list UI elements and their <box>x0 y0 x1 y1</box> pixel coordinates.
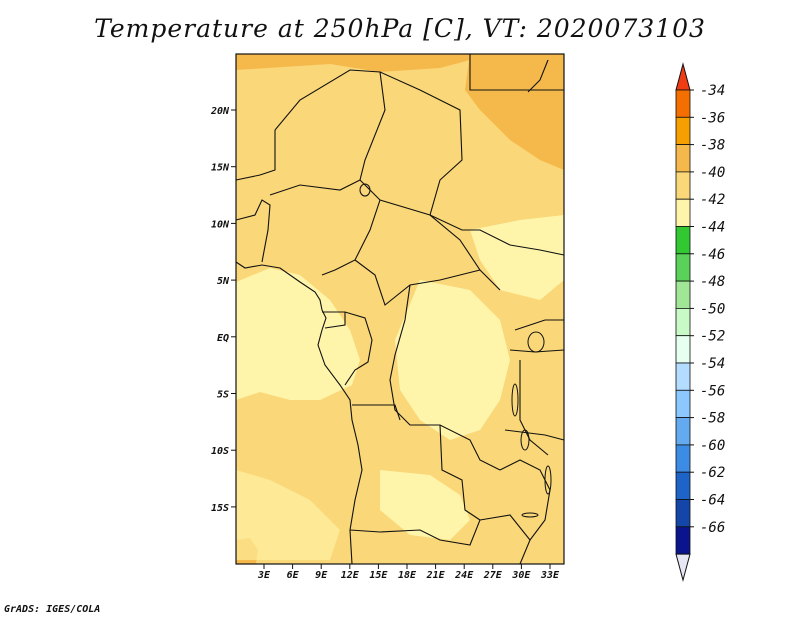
colorbar-band <box>675 280 691 309</box>
lat-tick-label: 10S <box>211 446 229 457</box>
lon-tick-label: 3E <box>257 570 271 581</box>
colorbar-band <box>675 226 691 255</box>
colorbar-band <box>675 253 691 282</box>
colorbar-label: -58 <box>700 411 725 427</box>
colorbar-top-arrow <box>675 62 691 91</box>
colorbar-label: -60 <box>700 438 725 454</box>
latitude-axis: 20N 15N 10N 5N EQ 5S 10S 15S <box>210 106 236 514</box>
colorbar-band <box>675 335 691 364</box>
colorbar-label: -50 <box>700 301 725 317</box>
colorbar-band <box>675 307 691 337</box>
warm-region-northeast <box>465 54 564 170</box>
lat-tick-label: 5N <box>217 276 230 287</box>
colorbar-label: -62 <box>700 465 725 481</box>
lon-tick-label: 30E <box>511 570 531 581</box>
colorbar-band <box>675 417 691 446</box>
colorbar-band <box>675 362 691 391</box>
colorbar-band <box>675 89 691 118</box>
colorbar-label: -40 <box>700 165 725 181</box>
colorbar-band <box>675 116 691 146</box>
colorbar-band <box>675 198 691 227</box>
lat-tick-label: EQ <box>217 333 229 344</box>
colorbar-band <box>675 471 691 500</box>
chart-title: Temperature at 250hPa [C], VT: 202007310… <box>94 14 706 43</box>
colorbar-label: -48 <box>700 274 725 290</box>
lon-tick-label: 24E <box>454 570 474 581</box>
colorbar-band <box>675 499 691 528</box>
longitude-axis: 3E 6E 9E 12E 15E 18E 21E 24E 27E 30E 33E <box>257 564 560 581</box>
colorbar-band <box>675 389 691 418</box>
colorbar-label: -66 <box>700 520 725 536</box>
colorbar-label: -44 <box>700 220 725 236</box>
lat-tick-label: 15S <box>211 503 229 514</box>
lon-tick-label: 33E <box>540 570 560 581</box>
cool-region-congo <box>395 280 510 440</box>
colorbar: -34 -36 -38 -40 -42 -44 -46 -48 -50 -52 -54 -56 -58 -… <box>675 62 725 583</box>
colorbar-band <box>675 144 691 173</box>
lon-tick-label: 9E <box>315 570 328 581</box>
colorbar-band <box>675 171 691 200</box>
lon-tick-label: 18E <box>398 570 417 581</box>
colorbar-label: -52 <box>700 329 725 345</box>
colorbar-band <box>675 526 691 555</box>
colorbar-label: -54 <box>700 356 725 372</box>
lon-tick-label: 6E <box>287 570 300 581</box>
lat-tick-label: 10N <box>211 219 230 230</box>
lon-tick-label: 27E <box>483 570 503 581</box>
lon-tick-label: 21E <box>426 570 446 581</box>
colorbar-bottom-arrow <box>675 553 691 583</box>
colorbar-label: -56 <box>700 383 725 399</box>
lon-tick-label: 12E <box>341 570 360 581</box>
cool-region-west <box>236 268 360 400</box>
colorbar-label: -46 <box>700 247 725 263</box>
colorbar-label: -36 <box>700 110 725 126</box>
credit-label: GrADS: IGES/COLA <box>4 604 101 615</box>
colorbar-band <box>675 444 691 473</box>
colorbar-label: -38 <box>700 138 725 154</box>
lon-tick-label: 15E <box>369 570 388 581</box>
map-frame <box>235 53 565 565</box>
cool-region-southwest <box>236 470 340 560</box>
lat-tick-label: 5S <box>217 390 229 401</box>
cool-region-south <box>380 470 470 540</box>
colorbar-label: -64 <box>700 493 725 509</box>
lat-tick-label: 15N <box>211 163 230 174</box>
country-borders <box>235 54 565 565</box>
lakes <box>359 183 552 518</box>
map-panel <box>235 53 565 565</box>
lat-tick-label: 20N <box>210 106 230 117</box>
colorbar-label: -34 <box>700 83 725 99</box>
colorbar-label: -42 <box>700 192 725 208</box>
